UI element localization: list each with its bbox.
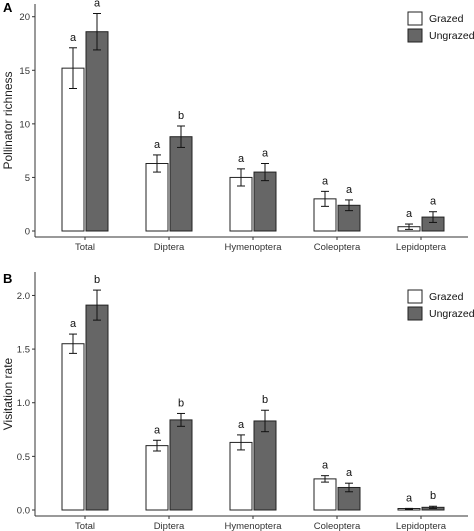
- bar-grazed-diptera: [145, 445, 169, 511]
- legend-swatch-ungrazed: [407, 28, 423, 43]
- significance-letter: a: [346, 184, 353, 196]
- significance-letter: b: [262, 394, 268, 406]
- significance-letter: b: [94, 274, 100, 286]
- significance-letter: a: [154, 139, 161, 151]
- y-tick-label: 20: [19, 12, 30, 23]
- significance-letter: a: [70, 32, 77, 44]
- x-tick-label: Hymenoptera: [224, 242, 282, 253]
- panel-b: B 0.0 0.5 1.0 1.5 2.0 Visitation rate Total a b Di…: [1, 271, 474, 531]
- y-axis-title: Visitation rate: [1, 357, 15, 430]
- y-tick-label: 15: [19, 66, 30, 77]
- significance-letter: a: [262, 148, 269, 160]
- y-tick-label: 10: [19, 119, 30, 130]
- bar-ungrazed-diptera: [169, 136, 193, 232]
- x-tick-label: Coleoptera: [314, 521, 361, 531]
- significance-letter: a: [406, 208, 413, 220]
- bar-ungrazed-total: [85, 304, 109, 511]
- x-tick-label: Diptera: [154, 242, 185, 253]
- legend-label-ungrazed: Ungrazed: [429, 308, 474, 320]
- x-tick-label: Diptera: [154, 521, 185, 531]
- bar-grazed-total: [61, 67, 85, 232]
- x-tick-label: Lepidoptera: [396, 521, 447, 531]
- panel-a: A 0 5 10 15 20 Pollinator richness Total a a Dipte…: [1, 0, 474, 253]
- bar-grazed-total: [61, 343, 85, 511]
- significance-letter: b: [430, 490, 436, 502]
- y-tick-label: 0.5: [17, 452, 30, 463]
- significance-letter: a: [346, 467, 353, 479]
- significance-letter: b: [178, 397, 184, 409]
- significance-letter: a: [154, 424, 161, 436]
- panel-letter: B: [3, 271, 12, 286]
- x-tick-label: Lepidoptera: [396, 242, 447, 253]
- significance-letter: a: [238, 419, 245, 431]
- bar-grazed-coleoptera: [313, 478, 337, 511]
- x-tick-label: Total: [75, 242, 95, 253]
- legend-label-ungrazed: Ungrazed: [429, 30, 474, 42]
- x-tick-label: Hymenoptera: [224, 521, 282, 531]
- y-tick-label: 5: [25, 173, 30, 184]
- x-tick-label: Total: [75, 521, 95, 531]
- significance-letter: a: [430, 196, 437, 208]
- significance-letter: a: [322, 175, 329, 187]
- y-tick-label: 0: [25, 227, 30, 238]
- y-tick-label: 1.0: [17, 398, 30, 409]
- significance-letter: a: [70, 318, 77, 330]
- bar-ungrazed-total: [85, 31, 109, 232]
- significance-letter: a: [238, 153, 245, 165]
- x-tick-label: Coleoptera: [314, 242, 361, 253]
- y-axis-title: Pollinator richness: [1, 71, 15, 169]
- y-tick-label: 1.5: [17, 345, 30, 356]
- y-tick-label: 0.0: [17, 506, 30, 517]
- bar-grazed-hymenoptera: [229, 441, 253, 511]
- bar-grazed-diptera: [145, 163, 169, 232]
- panel-letter: A: [3, 0, 13, 15]
- legend-swatch-grazed: [407, 289, 423, 304]
- legend-label-grazed: Grazed: [429, 13, 464, 25]
- significance-letter: b: [178, 110, 184, 122]
- legend-label-grazed: Grazed: [429, 291, 464, 303]
- significance-letter: a: [406, 492, 413, 504]
- significance-letter: a: [322, 460, 329, 472]
- legend-swatch-ungrazed: [407, 306, 423, 321]
- y-tick-label: 2.0: [17, 291, 30, 302]
- legend-swatch-grazed: [407, 11, 423, 26]
- bar-ungrazed-hymenoptera: [253, 420, 277, 511]
- significance-letter: a: [94, 0, 101, 10]
- bar-ungrazed-diptera: [169, 419, 193, 511]
